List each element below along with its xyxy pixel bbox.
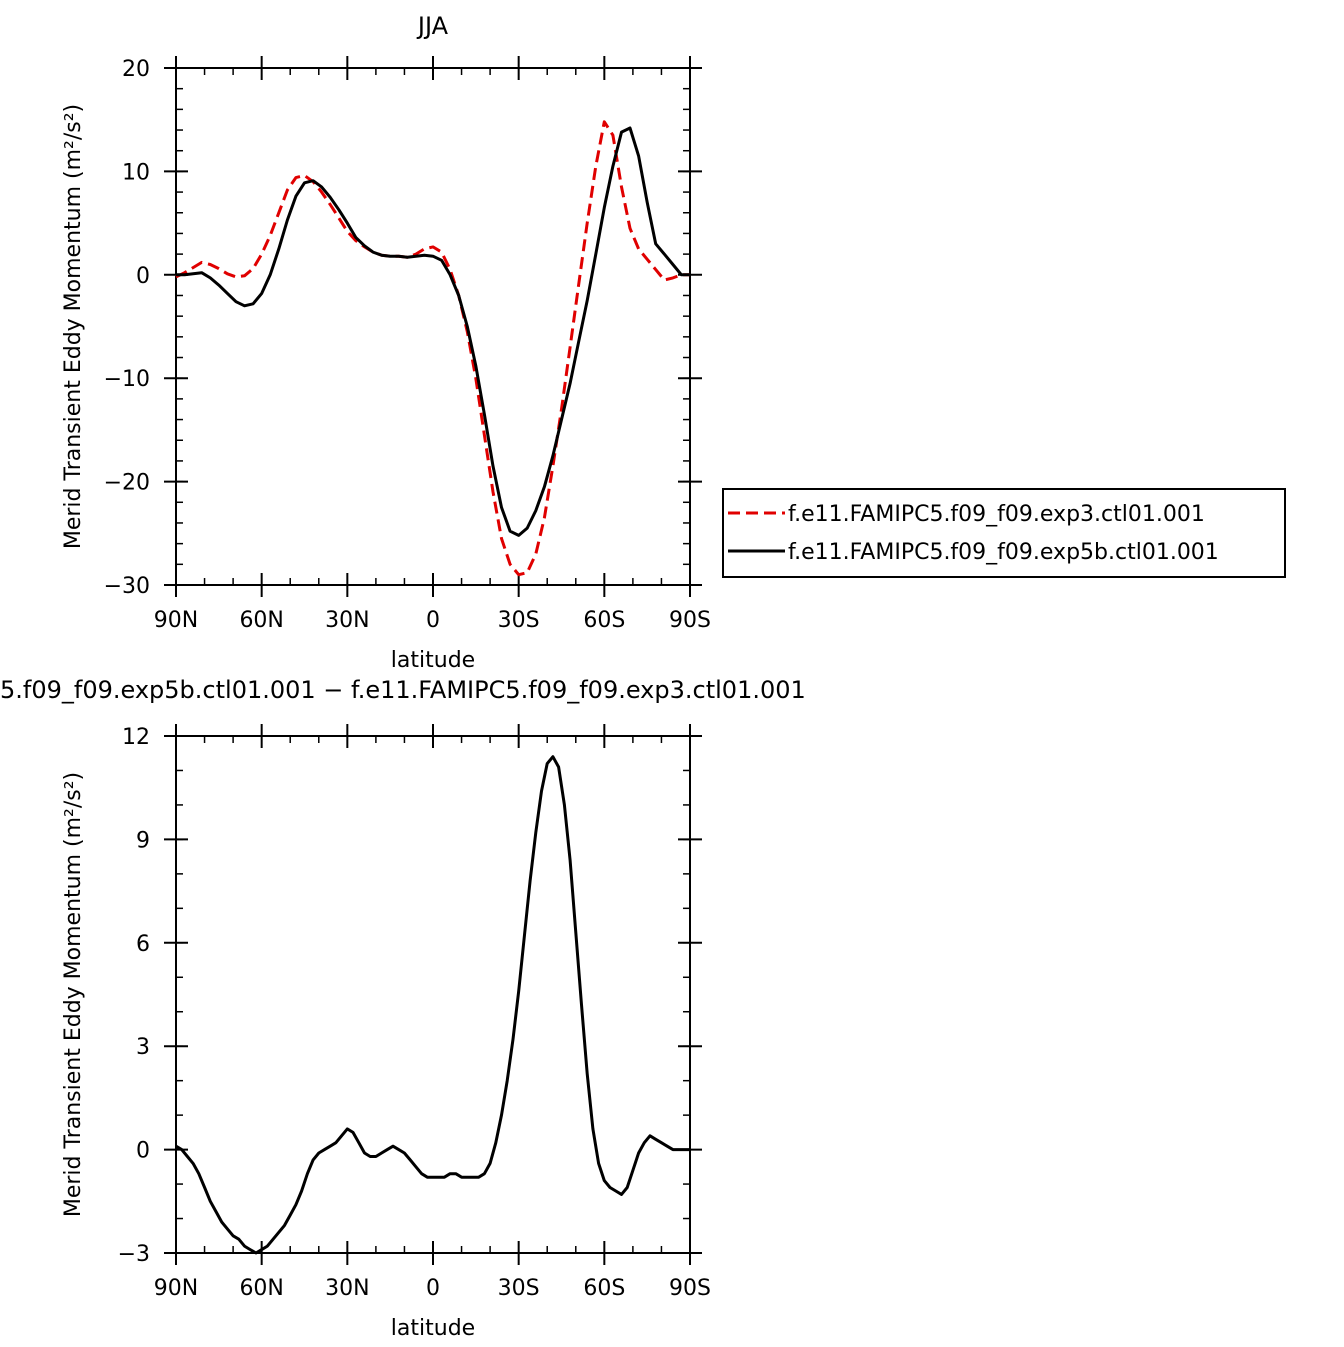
x-tick-label: 30S (498, 1276, 540, 1301)
y-tick-label: 20 (122, 57, 150, 82)
y-tick-label: −10 (104, 367, 150, 392)
x-tick-label: 0 (426, 608, 440, 633)
x-tick-label: 30N (325, 608, 369, 633)
legend: f.e11.FAMIPC5.f09_f09.exp3.ctl01.001 f.e1… (722, 488, 1286, 578)
y-tick-label: 0 (136, 264, 150, 289)
y-axis-label: Merid Transient Eddy Momentum (m²/s²) (61, 772, 86, 1217)
bottom-panel: 5.f09_f09.exp5b.ctl01.001 − f.e11.FAMIPC… (0, 676, 806, 1341)
x-tick-label: 60N (239, 1276, 283, 1301)
series-line (176, 126, 690, 537)
chart-title: JJA (416, 12, 449, 40)
y-tick-label: −30 (104, 574, 150, 599)
chart-title: 5.f09_f09.exp5b.ctl01.001 − f.e11.FAMIPC… (0, 676, 806, 704)
y-tick-label: −20 (104, 471, 150, 496)
x-tick-label: 30N (325, 1276, 369, 1301)
y-tick-label: 0 (136, 1139, 150, 1164)
top-panel: JJA 90N 60N 30N 0 30S 60S 90S 20 10 0 −10 −20 −30 lati… (61, 12, 711, 673)
x-axis-label: latitude (391, 1316, 475, 1341)
plot-frame (175, 735, 691, 1254)
x-tick-label: 90N (154, 608, 198, 633)
x-tick-label: 90S (669, 1276, 711, 1301)
x-tick-label: 30S (498, 608, 540, 633)
plot-frame (175, 67, 691, 586)
x-tick-label: 0 (426, 1276, 440, 1301)
legend-entry: f.e11.FAMIPC5.f09_f09.exp5b.ctl01.001 (788, 540, 1219, 565)
x-tick-label: 60S (583, 608, 625, 633)
y-tick-label: 3 (136, 1035, 150, 1060)
y-tick-label: 6 (136, 932, 150, 957)
y-tick-label: −3 (118, 1242, 150, 1267)
legend-box (722, 488, 1286, 578)
series-line (175, 755, 690, 1255)
x-tick-label: 90S (669, 608, 711, 633)
legend-entry: f.e11.FAMIPC5.f09_f09.exp3.ctl01.001 (788, 502, 1205, 527)
y-tick-label: 9 (136, 828, 150, 853)
x-axis-label: latitude (391, 648, 475, 673)
y-tick-label: 12 (122, 725, 150, 750)
series-line (175, 120, 690, 577)
x-tick-label: 60S (583, 1276, 625, 1301)
x-tick-label: 90N (154, 1276, 198, 1301)
x-tick-label: 60N (239, 608, 283, 633)
y-axis-label: Merid Transient Eddy Momentum (m²/s²) (61, 104, 86, 549)
y-tick-label: 10 (122, 160, 150, 185)
